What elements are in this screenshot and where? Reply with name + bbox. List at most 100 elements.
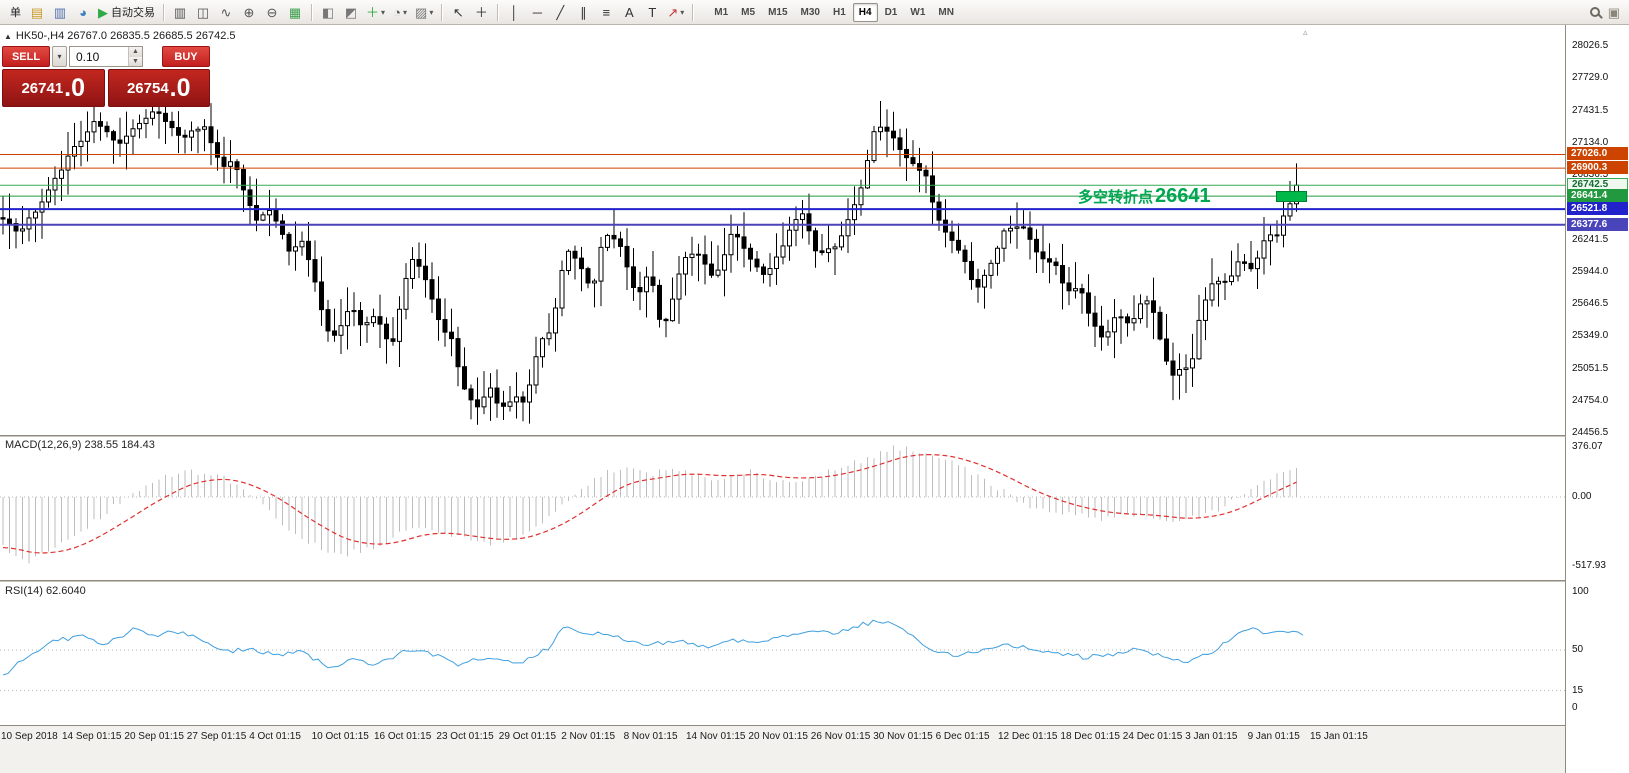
rsi-panel[interactable] [0,583,1565,725]
time-label: 15 Jan 01:15 [1310,731,1368,742]
periods-button[interactable]: ◔ ▾ [389,2,411,23]
rsi-axis-label: 50 [1572,644,1584,655]
trade-panel-dropdown[interactable]: ▾ [52,46,67,67]
price-scale[interactable]: 28026.5 27729.0 27431.5 27134.0 26836.5 26241… [1565,25,1629,773]
trendline-icon[interactable]: ╱ [549,2,571,23]
time-label: 29 Oct 01:15 [498,731,557,742]
zoom-in-icon[interactable]: ⊕ [238,2,260,23]
horizontal-line-icon: ─ [532,4,542,20]
chart-shift-marker[interactable]: ▵ [1303,27,1308,37]
arrange-windows-icon[interactable]: ◧ [317,2,339,23]
sell-price-main: 26741 [21,79,64,97]
time-label: 3 Jan 01:15 [1185,731,1238,742]
timeframe-d1[interactable]: D1 [884,6,898,18]
profiles-icon[interactable]: ▥ [49,2,71,23]
arrows-icon: ↗ [667,4,679,20]
toolbar-separator [441,3,443,21]
templates-button-dropdown[interactable]: ▾ [429,7,434,17]
toolbar-buttons: 单 ▤ ▥ ◕ ▶ 自动交易 ▥ ◫ ∿ ⊕ ⊖ ▦ ◧ ◩ ＋ ▾ ◔ ▾ ▨ ▾ ↖ ＋ │ ─ ╱ ∥ ≡ A T ↗ ▾ [3,2,697,23]
timeframe-m5[interactable]: M5 [741,6,756,18]
candles-group [0,88,1299,425]
indicators-button-dropdown[interactable]: ▾ [381,7,386,17]
candlestick-chart-icon[interactable]: ◫ [192,2,214,23]
timeframe-mn[interactable]: MN [938,6,954,18]
macd-panel[interactable] [0,437,1565,580]
indicators-button[interactable]: ＋ ▾ [363,2,388,23]
arrange-windows-icon: ◧ [321,4,335,20]
charts-window-icon: ▤ [30,4,44,20]
macd-axis-label: 0.00 [1572,491,1592,502]
arrows-icon-dropdown[interactable]: ▾ [680,7,685,17]
time-label: 30 Nov 01:15 [873,731,933,742]
price-axis-label: 26836.5 [1572,169,1609,180]
toolbar-separator [692,3,694,21]
timeframe-h1[interactable]: H1 [832,6,846,18]
horizontal-line-icon[interactable]: ─ [526,2,548,23]
toolbar: 单 ▤ ▥ ◕ ▶ 自动交易 ▥ ◫ ∿ ⊕ ⊖ ▦ ◧ ◩ ＋ ▾ ◔ ▾ ▨ ▾ ↖ ＋ │ ─ ╱ ∥ ≡ A T ↗ ▾ M1 M5 M… [0,0,1629,25]
mql5-community-icon[interactable]: ◕ [72,2,94,23]
zoom-in-icon: ⊕ [243,4,255,20]
arrows-icon[interactable]: ↗ ▾ [664,2,687,23]
sell-button[interactable]: SELL [2,46,50,67]
panel-separator[interactable] [0,580,1565,582]
tile-windows-icon[interactable]: ▦ [284,2,306,23]
volume-spinner[interactable]: ▲ ▼ [128,47,142,66]
timeframe-m15[interactable]: M15 [768,6,788,18]
bar-chart-icon[interactable]: ▥ [169,2,191,23]
one-click-trading-panel: SELL ▾ 0.10 ▲ ▼ BUY 26741.0 26754.0 [2,46,210,107]
candlestick-chart[interactable] [0,25,1565,435]
cursor-icon[interactable]: ↖ [447,2,469,23]
time-axis[interactable]: 10 Sep 2018 14 Sep 01:15 20 Sep 01:15 27 Se… [0,726,1565,773]
timeframe-m30[interactable]: M30 [800,6,820,18]
zoom-out-icon[interactable]: ⊖ [261,2,283,23]
timeframe-w1[interactable]: W1 [910,6,926,18]
crosshair-icon[interactable]: ＋ [470,2,492,23]
pivot-annotation-text: 多空转折点 [1078,189,1154,206]
volume-down-icon[interactable]: ▼ [129,56,142,66]
toolbar-separator [163,3,164,21]
panel-separator[interactable] [0,435,1565,437]
time-label: 9 Jan 01:15 [1247,731,1300,742]
candlestick-chart-icon: ◫ [196,4,210,20]
templates-icon: ▨ [415,4,428,20]
time-label: 20 Nov 01:15 [748,731,808,742]
time-label: 20 Sep 01:15 [124,731,184,742]
pivot-annotation-price: 26641 [1155,185,1211,207]
cascade-windows-icon: ◩ [344,4,358,20]
periods-button-dropdown[interactable]: ▾ [402,7,407,17]
trade-panel-toggle-icon[interactable]: ▲ [4,31,12,41]
rsi-line [2,619,1304,676]
buy-price-display[interactable]: 26754.0 [107,69,210,107]
text-label-icon[interactable]: T [641,2,663,23]
time-label: 14 Sep 01:15 [62,731,122,742]
templates-button[interactable]: ▨ ▾ [412,2,436,23]
trade-panel-controls: SELL ▾ 0.10 ▲ ▼ BUY [2,46,210,67]
new-order-button[interactable]: 单 [3,2,25,23]
chart-window: ▲ HK50-,H4 26767.0 26835.5 26685.5 26742… [0,25,1565,773]
charts-window-icon[interactable]: ▤ [26,2,48,23]
timeframe-h4[interactable]: H4 [852,2,878,22]
volume-input[interactable]: 0.10 ▲ ▼ [69,46,143,67]
time-label: 10 Oct 01:15 [311,731,369,742]
buy-button[interactable]: BUY [162,46,210,67]
text-icon[interactable]: A [618,2,640,23]
search-icon[interactable] [1589,7,1600,17]
line-chart-icon[interactable]: ∿ [215,2,237,23]
volume-value: 0.10 [76,49,100,64]
sell-price-display[interactable]: 26741.0 [2,69,105,107]
fibonacci-icon[interactable]: ≡ [595,2,617,23]
autotrading-button-label: 自动交易 [111,7,155,19]
equidistant-channel-icon[interactable]: ∥ [572,2,594,23]
autotrading-button[interactable]: ▶ 自动交易 [95,2,158,23]
cascade-windows-icon[interactable]: ◩ [340,2,362,23]
timeframe-buttons: M1 M5 M15 M30 H1 H4 D1 W1 MN [708,2,960,22]
new-window-icon[interactable]: ▣ [1607,4,1620,20]
indicators-icon: ＋ [366,4,380,20]
macd-label: MACD(12,26,9) 238.55 184.43 [5,439,155,451]
timeframe-m1[interactable]: M1 [714,6,729,18]
time-label: 16 Oct 01:15 [374,731,432,742]
text-icon: A [625,4,634,20]
periods-icon: ◔ [393,4,401,20]
vertical-line-icon[interactable]: │ [503,2,525,23]
volume-up-icon[interactable]: ▲ [129,47,142,57]
